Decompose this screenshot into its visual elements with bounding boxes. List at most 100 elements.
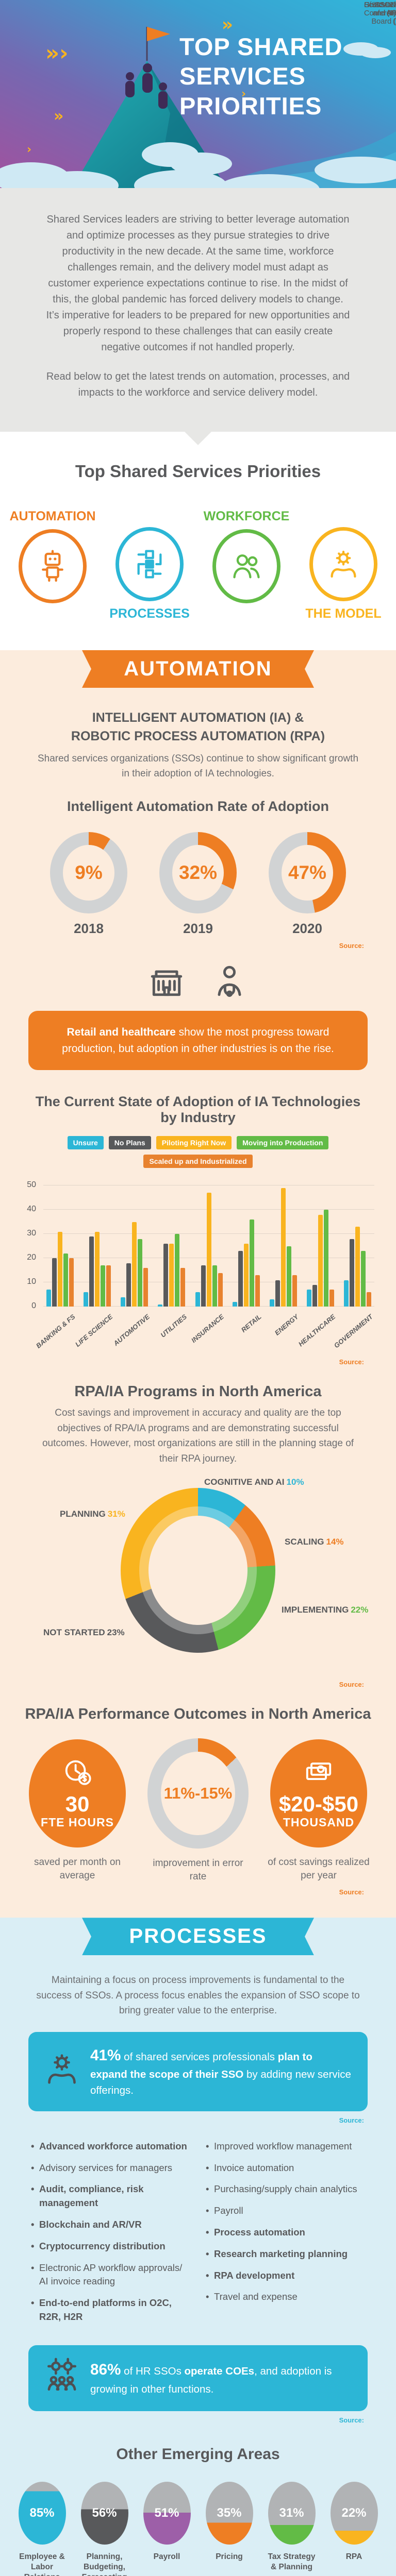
chevron-decoration-icon: »› [45, 40, 69, 65]
bar [195, 1292, 200, 1307]
bar-group: GOVERNMENT [333, 1185, 374, 1350]
priority-item: WORKFORCE [204, 504, 289, 626]
page-title: TOP SHARED SERVICES PRIORITIES [179, 33, 343, 120]
source-name: SSON (4) [374, 1, 396, 18]
donut [121, 1488, 275, 1653]
source-name: SSON (1) [374, 1, 396, 18]
legend-chip: Moving into Production [237, 1136, 329, 1150]
coe-text: 86% of HR SSOs operate COEs, and adoptio… [90, 2361, 332, 2395]
bar [101, 1265, 106, 1307]
source-name: SSON (4) [374, 1, 396, 18]
source-note: Source: SSON (2) [32, 1, 396, 1689]
bar [46, 1290, 51, 1307]
kpi-unit: THOUSAND [283, 1816, 355, 1829]
source-prefix: Source: [339, 1888, 364, 1896]
coe-callout: 86% of HR SSOs operate COEs, and adoptio… [28, 2345, 368, 2411]
bar [367, 1292, 371, 1307]
source-note: Source: HfS [32, 1, 377, 1366]
bar [69, 1258, 74, 1307]
donut: 47% [269, 832, 346, 914]
retail-healthcare-callout: Retail and healthcare show the most prog… [28, 1011, 368, 1071]
hands-gear-icon [44, 2051, 80, 2092]
source-name: ScottMadden and APQC (1,2) [364, 1, 396, 26]
donut-year-label: 2020 [292, 921, 322, 937]
bar [89, 1236, 94, 1307]
bar [121, 1297, 126, 1307]
donut-slice-label: SCALING 14% [285, 1536, 344, 1548]
list-item: RPA development [206, 2269, 365, 2283]
donut: 32% [159, 832, 237, 914]
list-item: Advisory services for managers [31, 2161, 190, 2175]
kpi-value: 11%-15% [163, 1784, 233, 1803]
source-note: Source: SSON (1) [32, 1, 396, 950]
emerging-oval: 31% [268, 2481, 316, 2545]
bar [280, 1188, 286, 1307]
source-name: Gartner [364, 1, 390, 9]
slice-percent: 14% [326, 1537, 344, 1547]
emerging-area: 56% Planning, Budgeting, Forecasting [78, 2481, 131, 2576]
kpi-donut: 11%-15% [147, 1738, 249, 1849]
outcomes-title: RPA/IA Performance Outcomes in North Ame… [25, 1706, 371, 1723]
emerging-oval: 51% [143, 2481, 191, 2545]
emerging-oval: 85% [18, 2481, 66, 2545]
category-label: ENERGY [273, 1313, 300, 1337]
source-note: Source: SSON (4) [32, 1, 396, 2124]
intro-paragraph: Read below to get the latest trends on a… [46, 371, 350, 398]
emerging-area: 51% Payroll [140, 2481, 194, 2562]
bar [329, 1290, 334, 1307]
bar [63, 1253, 68, 1307]
emerging-area: 22% RPA [327, 2481, 381, 2562]
donut-year-label: 2018 [74, 921, 104, 937]
donut-slice-label: COGNITIVE AND AI 10% [204, 1477, 304, 1488]
chevron-decoration-icon: › [27, 143, 32, 156]
priority-circle [309, 527, 377, 601]
list-item: Research marketing planning [206, 2247, 365, 2261]
emerging-oval: 22% [330, 2481, 378, 2545]
automation-section: AUTOMATION INTELLIGENT AUTOMATION (IA) &… [0, 1, 396, 1918]
chevron-decoration-icon: » [54, 107, 64, 125]
money-bills-icon [304, 1757, 334, 1793]
emerging-label: Employee & Labor Relations [19, 2552, 65, 2576]
kpi-caption: of cost savings realized per year [268, 1857, 370, 1881]
adoption-donut: 9% 2018 [50, 832, 127, 937]
priority-item: AUTOMATION [9, 504, 96, 626]
bar [212, 1265, 217, 1307]
list-item: Advanced workforce automation [31, 2140, 190, 2154]
axis-tick-label: 30 [27, 1229, 36, 1238]
source-prefix: Source: [339, 1681, 364, 1689]
automation-heading: INTELLIGENT AUTOMATION (IA) & ROBOTIC PRO… [71, 710, 325, 744]
bar [175, 1234, 180, 1307]
priorities-overview: Top Shared Services Priorities AUTOMATIO… [0, 432, 396, 650]
emerging-oval: 56% [80, 2481, 128, 2545]
donut-year-label: 2019 [183, 921, 213, 937]
bar-group: RETAIL [232, 1185, 262, 1334]
intro-section: Shared Services leaders are striving to … [0, 188, 396, 432]
automation-subtext: Shared services organizations (SSOs) con… [37, 753, 359, 779]
adoption-donut: 32% 2019 [159, 832, 237, 937]
source-name: SSON (2) [374, 1, 396, 18]
bar-group: BANKING & FS [35, 1185, 77, 1350]
priority-circle [212, 529, 280, 603]
category-label: AUTOMOTIVE [112, 1313, 151, 1348]
list-item: Cryptocurrency distribution [31, 2240, 190, 2253]
priorities-title: Top Shared Services Priorities [75, 462, 321, 481]
list-item: End-to-end platforms in O2C, R2R, H2R [31, 2296, 190, 2324]
bar [355, 1227, 360, 1307]
bar-group: UTILITIES [158, 1185, 188, 1339]
industry-chart-title: The Current State of Adoption of IA Tech… [35, 1094, 361, 1126]
expand-scope-callout: 41% of shared services professionals pla… [28, 2031, 368, 2111]
industry-bar-chart: 0 10 20 30 40 50 BANKING & FS LIFE SCIENCE AUTOM… [27, 1180, 374, 1350]
legend-chip: No Plans [108, 1136, 151, 1150]
emerging-area: 85% Employee & Labor Relations [15, 2481, 69, 2576]
priority-item: PROCESSES [108, 504, 191, 626]
bar [106, 1265, 111, 1307]
bar [292, 1275, 297, 1307]
bar [126, 1263, 131, 1307]
service-offerings-lists: Advanced workforce automation Advisory se… [31, 2140, 365, 2332]
bar [255, 1275, 260, 1307]
source-name: ScottMadden and APQC (1) [364, 1, 396, 18]
slice-percent: 31% [107, 1509, 125, 1519]
bar [84, 1292, 89, 1307]
kpi-value: 30 [65, 1792, 90, 1817]
